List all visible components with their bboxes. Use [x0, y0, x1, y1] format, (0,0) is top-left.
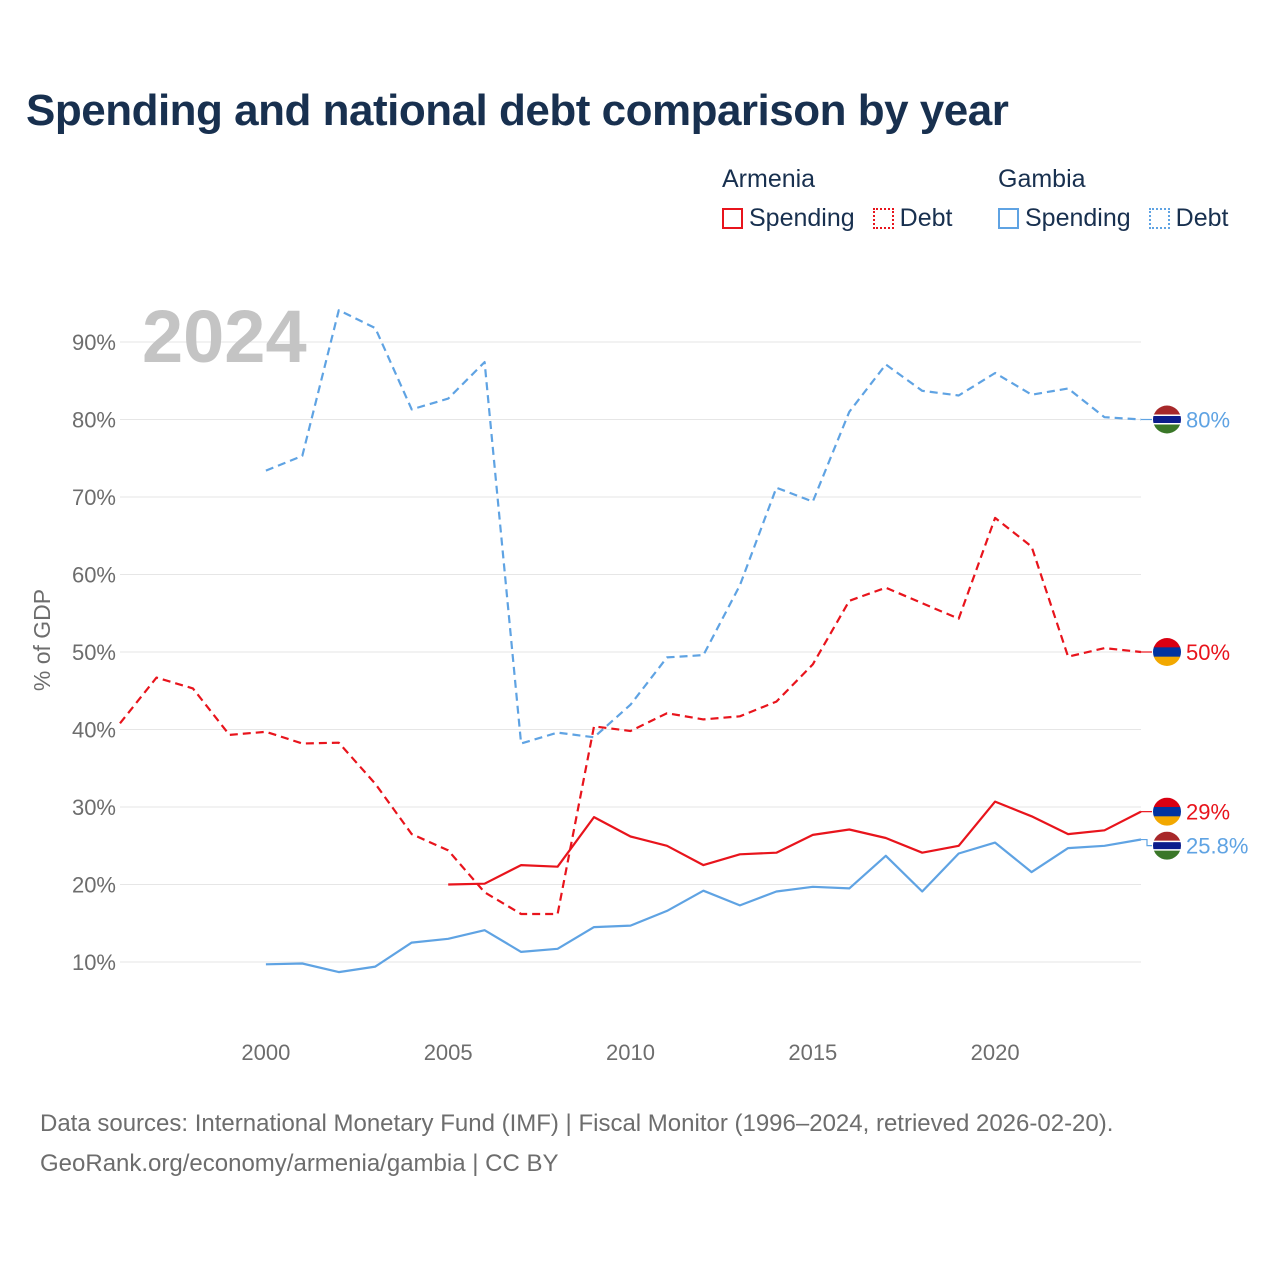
- legend-armenia-debt-label: Debt: [899, 204, 953, 232]
- end-label-gambia-debt: 80%: [1186, 408, 1230, 433]
- series-gambia-spending: [265, 838, 1142, 974]
- x-tick-label: 2010: [606, 1040, 655, 1065]
- y-tick-label: 80%: [72, 408, 116, 433]
- footer: Data sources: International Monetary Fun…: [40, 1104, 1113, 1184]
- legend-gambia-debt[interactable]: Debt: [1148, 204, 1229, 233]
- legend-armenia-spending-swatch: [722, 208, 743, 229]
- gridlines: [120, 341, 1141, 963]
- x-tick-label: 2000: [241, 1040, 290, 1065]
- end-label-armenia-debt: 50%: [1186, 640, 1230, 665]
- legend-gambia-title: Gambia: [998, 165, 1086, 193]
- legend-gambia: Gambia Spending Debt: [998, 162, 1246, 233]
- y-tick-label: 20%: [72, 873, 116, 898]
- y-tick-label: 70%: [72, 485, 116, 510]
- legend-armenia-spending[interactable]: Spending: [722, 204, 855, 233]
- legend-gambia-debt-swatch: [1148, 208, 1170, 229]
- legend-gambia-spending-label: Spending: [1025, 204, 1131, 232]
- x-tick-label: 2005: [424, 1040, 473, 1065]
- series-end-markers: 80% 50% 29% 25.8%: [1141, 405, 1248, 860]
- armenia-flag-icon: [1153, 638, 1181, 666]
- series-gambia-debt: [265, 309, 1142, 745]
- end-label-gambia-spending: 25.8%: [1186, 834, 1248, 859]
- x-tick-label: 2015: [788, 1040, 837, 1065]
- chart-title: Spending and national debt comparison by…: [26, 86, 1009, 135]
- y-tick-label: 50%: [72, 640, 116, 665]
- legend-armenia-spending-label: Spending: [749, 204, 855, 232]
- legend-armenia-title: Armenia: [722, 165, 816, 193]
- end-label-armenia-spending: 29%: [1186, 800, 1230, 825]
- armenia-flag-icon: [1153, 797, 1181, 826]
- series-lines: [119, 309, 1142, 974]
- footer-credit: GeoRank.org/economy/armenia/gambia | CC …: [40, 1150, 559, 1177]
- legend-gambia-debt-label: Debt: [1175, 204, 1229, 232]
- x-axis-ticks: 2000 2005 2010 2015 2020: [241, 1040, 1019, 1065]
- series-armenia-spending: [448, 800, 1142, 886]
- legend-armenia: Armenia Spending Debt: [722, 162, 970, 233]
- y-tick-label: 40%: [72, 718, 116, 743]
- legend-gambia-spending[interactable]: Spending: [998, 204, 1131, 233]
- gambia-flag-icon: [1153, 831, 1181, 860]
- y-axis-label: % of GDP: [29, 589, 55, 691]
- y-tick-label: 90%: [72, 330, 116, 355]
- y-tick-label: 10%: [72, 950, 116, 975]
- y-axis-ticks: 10% 20% 30% 40% 50% 60% 70% 80% 90%: [72, 330, 116, 975]
- y-tick-label: 30%: [72, 795, 116, 820]
- x-tick-label: 2020: [971, 1040, 1020, 1065]
- legend-gambia-spending-swatch: [998, 208, 1019, 229]
- series-armenia-debt: [119, 516, 1142, 916]
- connector-gambia-spending: [1141, 838, 1152, 847]
- gambia-flag-icon: [1153, 405, 1181, 434]
- y-tick-label: 60%: [72, 563, 116, 588]
- year-watermark: 2024: [142, 295, 307, 378]
- footer-sources: Data sources: International Monetary Fun…: [40, 1110, 1114, 1137]
- legend-armenia-debt-swatch: [872, 208, 894, 229]
- legend-armenia-debt[interactable]: Debt: [872, 204, 953, 233]
